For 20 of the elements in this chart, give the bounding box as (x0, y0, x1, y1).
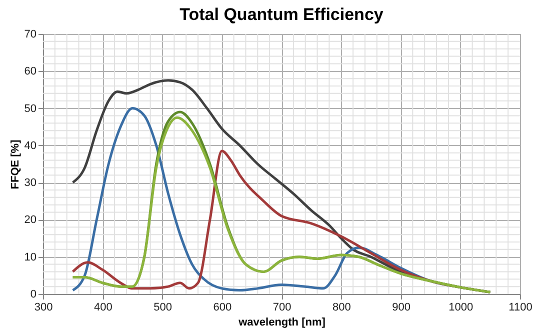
y-tick-label: 60 (24, 66, 36, 78)
x-tick-label: 500 (154, 302, 172, 314)
x-tick-label: 800 (332, 302, 351, 314)
x-tick-label: 1100 (508, 302, 532, 314)
x-tick-label: 600 (213, 302, 232, 314)
x-axis-title: wavelength [nm] (238, 316, 326, 328)
y-tick-label: 20 (24, 214, 36, 226)
y-tick-label: 0 (30, 288, 36, 300)
x-tick-label: 400 (94, 302, 112, 314)
x-tick-label: 1000 (448, 302, 474, 314)
y-tick-label: 50 (24, 102, 36, 115)
chart-title: Total Quantum Efficiency (180, 5, 384, 24)
x-tick-label: 700 (272, 302, 292, 314)
y-tick-label: 30 (24, 177, 36, 190)
y-tick-label: 40 (24, 140, 36, 152)
x-tick-label: 300 (34, 302, 53, 314)
x-tick-label: 900 (392, 302, 410, 314)
y-tick-label: 70 (24, 28, 36, 40)
y-axis-title: FFQE [%] (9, 139, 22, 190)
y-tick-label: 10 (24, 251, 36, 264)
